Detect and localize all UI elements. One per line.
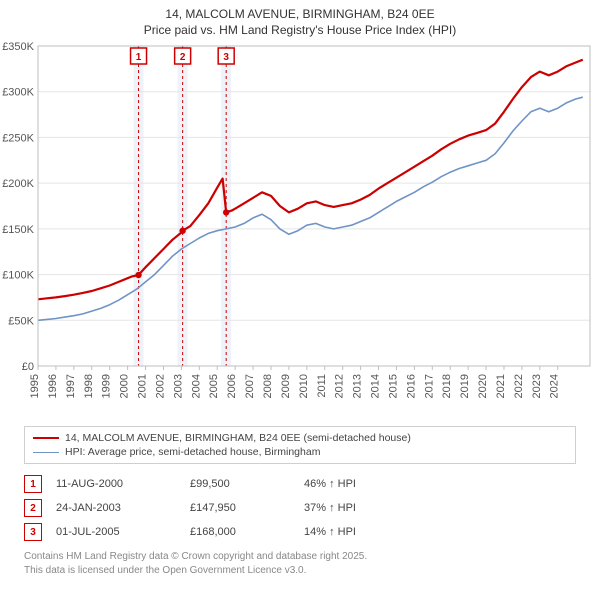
legend: 14, MALCOLM AVENUE, BIRMINGHAM, B24 0EE …	[24, 426, 576, 464]
x-tick-label: 2009	[280, 374, 292, 398]
chart-title: 14, MALCOLM AVENUE, BIRMINGHAM, B24 0EE …	[0, 0, 600, 40]
x-tick-label: 2002	[154, 374, 166, 398]
sale-delta: 14% ↑ HPI	[304, 526, 404, 538]
sale-date: 24-JAN-2003	[56, 502, 176, 514]
y-tick-label: £350K	[2, 41, 34, 53]
footer-line-1: Contains HM Land Registry data © Crown c…	[24, 550, 576, 564]
marker-badge: 1	[136, 52, 142, 63]
x-tick-label: 2001	[137, 374, 149, 398]
x-tick-label: 2017	[423, 374, 435, 398]
y-tick-label: £200K	[2, 179, 34, 191]
legend-swatch	[33, 452, 59, 453]
footer-attribution: Contains HM Land Registry data © Crown c…	[24, 550, 576, 577]
marker-badge: 3	[223, 52, 229, 63]
x-tick-label: 2011	[316, 374, 328, 398]
sale-dot	[179, 228, 185, 234]
x-tick-label: 2007	[244, 374, 256, 398]
x-tick-label: 2003	[172, 374, 184, 398]
x-tick-label: 2004	[190, 374, 202, 398]
x-tick-label: 2006	[226, 374, 238, 398]
chart-svg: £0 £50K £100K £150K £200K £250K £300K £350K 1995…	[0, 40, 600, 420]
sale-badge: 1	[24, 475, 42, 493]
title-line-1: 14, MALCOLM AVENUE, BIRMINGHAM, B24 0EE	[0, 6, 600, 22]
x-tick-label: 2024	[549, 374, 561, 398]
x-tick-label: 2005	[208, 374, 220, 398]
x-tick-label: 2022	[513, 374, 525, 398]
y-tick-label: £150K	[2, 224, 34, 236]
marker-badge: 2	[180, 52, 186, 63]
sale-date: 11-AUG-2000	[56, 478, 176, 490]
sale-date: 01-JUL-2005	[56, 526, 176, 538]
x-tick-label: 2023	[531, 374, 543, 398]
y-tick-label: £300K	[2, 87, 34, 99]
x-tick-label: 2019	[459, 374, 471, 398]
x-tick-label: 2014	[370, 374, 382, 398]
sale-row: 2 24-JAN-2003 £147,950 37% ↑ HPI	[24, 496, 576, 520]
sale-badge: 3	[24, 523, 42, 541]
x-tick-label: 2010	[298, 374, 310, 398]
sales-table: 1 11-AUG-2000 £99,500 46% ↑ HPI 2 24-JAN-2003…	[24, 472, 576, 544]
y-tick-label: £100K	[2, 270, 34, 282]
sale-price: £168,000	[190, 526, 290, 538]
sale-price: £147,950	[190, 502, 290, 514]
x-tick-label: 2000	[119, 374, 131, 398]
x-tick-label: 1997	[65, 374, 77, 398]
sale-delta: 46% ↑ HPI	[304, 478, 404, 490]
x-tick-label: 1998	[83, 374, 95, 398]
sale-row: 3 01-JUL-2005 £168,000 14% ↑ HPI	[24, 520, 576, 544]
y-tick-label: £250K	[2, 133, 34, 145]
legend-swatch	[33, 437, 59, 439]
sale-badge: 2	[24, 499, 42, 517]
x-tick-label: 2016	[405, 374, 417, 398]
legend-label: HPI: Average price, semi-detached house,…	[65, 446, 320, 458]
y-tick-label: £0	[22, 361, 34, 373]
legend-label: 14, MALCOLM AVENUE, BIRMINGHAM, B24 0EE …	[65, 432, 411, 444]
legend-item: HPI: Average price, semi-detached house,…	[33, 445, 567, 459]
x-tick-label: 2008	[262, 374, 274, 398]
x-tick-label: 2013	[352, 374, 364, 398]
sale-row: 1 11-AUG-2000 £99,500 46% ↑ HPI	[24, 472, 576, 496]
x-tick-label: 2018	[441, 374, 453, 398]
x-tick-label: 1995	[29, 374, 41, 398]
sale-dot	[223, 210, 229, 216]
title-line-2: Price paid vs. HM Land Registry's House …	[0, 22, 600, 38]
legend-item: 14, MALCOLM AVENUE, BIRMINGHAM, B24 0EE …	[33, 431, 567, 445]
sale-price: £99,500	[190, 478, 290, 490]
x-tick-label: 2020	[477, 374, 489, 398]
x-tick-label: 1999	[101, 374, 113, 398]
sale-dot	[135, 272, 141, 278]
price-chart: £0 £50K £100K £150K £200K £250K £300K £350K 1995…	[0, 40, 600, 420]
sale-delta: 37% ↑ HPI	[304, 502, 404, 514]
x-tick-label: 2015	[387, 374, 399, 398]
x-tick-label: 2021	[495, 374, 507, 398]
footer-line-2: This data is licensed under the Open Gov…	[24, 564, 576, 578]
x-tick-label: 2012	[334, 374, 346, 398]
x-tick-label: 1996	[47, 374, 59, 398]
y-tick-label: £50K	[8, 316, 34, 328]
